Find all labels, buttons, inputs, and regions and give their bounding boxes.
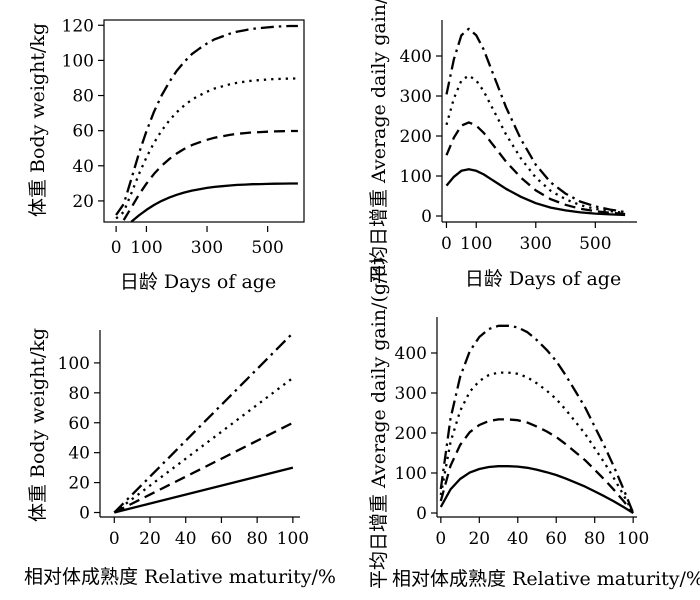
series-line-dashed — [439, 418, 635, 514]
x-tick-label: 80 — [246, 529, 268, 549]
x-tick-label: 500 — [579, 234, 611, 254]
chart-panel-bottom-right: 0 20 40 60 80 100 0 100 200 300 400 相对体成熟度 Relative… — [368, 257, 700, 590]
x-tick-label: 0 — [109, 529, 120, 549]
y-tick-label: 20 — [68, 474, 90, 494]
y-tick-label: 40 — [68, 444, 90, 464]
y-tick-label: 40 — [72, 157, 94, 177]
x-tick-label: 20 — [139, 529, 161, 549]
series-line-dashed — [445, 121, 626, 216]
series-line-dotted — [113, 376, 294, 514]
series-line-dotted — [445, 74, 626, 215]
x-tick-label: 0 — [435, 529, 446, 549]
y-axis-label: 平均日增重 Average daily gain/(g/d) — [368, 257, 390, 589]
y-tick-label: 0 — [421, 207, 432, 227]
y-tick-label: 0 — [79, 504, 90, 524]
y-tick-label: 300 — [395, 384, 427, 404]
x-axis-label: 日龄 Days of age — [465, 268, 621, 290]
series-line-dash-dot — [115, 24, 298, 216]
y-tick-label: 100 — [400, 167, 432, 187]
x-tick-label: 100 — [277, 529, 309, 549]
y-tick-label: 100 — [58, 354, 90, 374]
y-tick-label: 120 — [62, 16, 94, 36]
y-tick-label: 400 — [400, 47, 432, 67]
series-line-dash-dot — [113, 332, 294, 514]
x-tick-label: 40 — [507, 529, 529, 549]
series-line-dash-dot — [439, 324, 635, 514]
y-tick-label: 20 — [72, 192, 94, 212]
series-line-dashed — [113, 421, 294, 514]
x-tick-label: 60 — [545, 529, 567, 549]
y-tick-label: 100 — [62, 51, 94, 71]
x-tick-label: 100 — [460, 234, 492, 254]
y-tick-label: 200 — [395, 424, 427, 444]
x-tick-label: 500 — [251, 238, 283, 258]
series-line-solid — [130, 182, 298, 222]
x-tick-label: 100 — [617, 529, 649, 549]
x-axis-label: 相对体成熟度 Relative maturity/% — [392, 568, 700, 590]
y-tick-label: 400 — [395, 344, 427, 364]
y-tick-label: 80 — [72, 87, 94, 107]
series-line-dotted — [439, 371, 635, 514]
y-tick-label: 300 — [400, 87, 432, 107]
series-line-dash-dot — [445, 27, 626, 214]
x-tick-label: 100 — [130, 238, 162, 258]
y-axis-label: 体重 Body weight/kg — [27, 23, 49, 217]
chart-panel-bottom-left: 0 20 40 60 80 100 0 20 40 60 80 100 相对体成熟度 Relative … — [24, 328, 336, 588]
x-axis-label: 日龄 Days of age — [120, 271, 276, 293]
x-tick-label: 300 — [191, 238, 223, 258]
x-tick-label: 0 — [441, 234, 452, 254]
x-tick-label: 60 — [211, 529, 233, 549]
x-axis-label: 相对体成熟度 Relative maturity/% — [24, 566, 336, 588]
chart-panel-top-left: 0 100 300 500 20 40 60 80 100 120 日龄 Days of age 体重… — [27, 16, 305, 293]
y-tick-label: 60 — [72, 122, 94, 142]
y-axis-label: 体重 Body weight/kg — [27, 328, 49, 522]
plot-frame — [103, 19, 305, 223]
series-line-solid — [114, 466, 294, 514]
y-tick-label: 200 — [400, 127, 432, 147]
y-tick-label: 0 — [416, 504, 427, 524]
series-line-dashed — [122, 129, 298, 221]
x-tick-label: 80 — [584, 529, 606, 549]
chart-panel-top-right: 0 100 300 500 0 100 200 300 400 日龄 Days of age 平均日… — [368, 0, 637, 290]
y-axis-label: 平均日增重 Average daily gain/(g/d) — [368, 0, 390, 284]
x-tick-label: 40 — [175, 529, 197, 549]
x-tick-label: 20 — [468, 529, 490, 549]
y-tick-label: 60 — [68, 414, 90, 434]
series-line-dotted — [115, 77, 298, 220]
x-tick-label: 0 — [111, 238, 122, 258]
series-line-solid — [439, 465, 634, 514]
series-line-solid — [445, 168, 626, 217]
y-tick-label: 80 — [68, 384, 90, 404]
y-tick-label: 100 — [395, 464, 427, 484]
x-tick-label: 300 — [520, 234, 552, 254]
